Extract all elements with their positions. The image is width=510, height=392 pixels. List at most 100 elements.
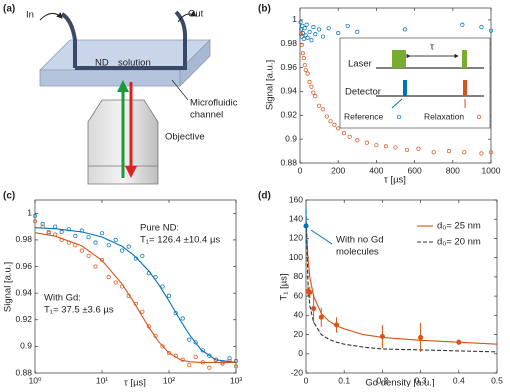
panel-label: (d): [258, 191, 271, 202]
data-point: [53, 224, 58, 229]
data-point: [86, 253, 91, 258]
data-point: [307, 29, 312, 34]
data-point: [298, 32, 304, 37]
data-point: [326, 26, 331, 31]
y-tick-label: 80: [294, 271, 304, 281]
x-tick-label: 1000: [482, 165, 501, 175]
x-axis-label: Gd density [a.u.]: [365, 378, 434, 387]
x-tick-label: 0.3: [415, 375, 427, 385]
y-axis-label: Signal [a.u.]: [265, 60, 276, 110]
annotation: molecules: [336, 247, 379, 258]
data-point: [233, 364, 239, 369]
y-tick-label: 1: [27, 208, 32, 218]
data-point: [93, 264, 98, 269]
data-point: [300, 51, 305, 56]
data-point: [317, 103, 322, 108]
data-point: [298, 20, 303, 25]
sample-label: ND: [95, 58, 109, 69]
inlet-label: In: [26, 10, 34, 21]
data-point: [416, 146, 421, 151]
x-tick-label: 10³: [230, 375, 242, 385]
panel-label: (a): [3, 4, 15, 15]
x-axis-label: τ [µs]: [384, 175, 406, 186]
data-point: [93, 240, 98, 245]
data-point: [46, 229, 51, 234]
outlet-label: Out: [188, 9, 204, 20]
data-point: [193, 340, 198, 345]
data-point: [140, 253, 145, 258]
x-tick-label: 400: [369, 165, 383, 175]
pointer: [391, 98, 403, 109]
y-tick-label: 0: [298, 348, 303, 358]
y-tick-label: 60: [294, 290, 304, 300]
y-tick-label: 0.92: [15, 314, 32, 324]
data-point: [304, 22, 309, 27]
emission-arrow: [125, 166, 137, 178]
x-tick-label: 0.1: [338, 375, 350, 385]
data-point: [59, 229, 64, 234]
objective-label: Objective: [165, 132, 205, 143]
y-axis-label: T₁ [µs]: [279, 273, 290, 300]
x-tick-label: 800: [446, 165, 460, 175]
data-point: [303, 67, 308, 73]
x-tick-label: 600: [408, 165, 422, 175]
data-point: [379, 333, 385, 340]
y-tick-label: 0.96: [280, 62, 297, 72]
data-point: [355, 138, 360, 143]
data-point: [299, 34, 304, 39]
y-tick-label: 0.94: [280, 86, 297, 96]
outlet-arrow: [177, 10, 197, 23]
annotation: With Gd:: [44, 293, 81, 304]
data-point: [402, 27, 408, 32]
reference-window: [403, 80, 407, 96]
plot-frame: [305, 199, 498, 374]
x-tick-label: 0: [304, 375, 309, 385]
panel-label: (c): [3, 191, 15, 202]
data-point: [320, 34, 325, 39]
data-point: [79, 248, 84, 253]
x-tick-label: 0: [298, 165, 303, 175]
inset-label: Laser: [348, 59, 372, 70]
data-point: [488, 28, 494, 33]
data-point: [113, 237, 118, 242]
inlet-arrow: [39, 12, 63, 21]
data-point: [166, 350, 172, 356]
data-point: [207, 365, 212, 370]
x-tick-label: 0.2: [376, 375, 388, 385]
data-point: [309, 84, 314, 89]
y-axis-label: Signal [a.u.]: [3, 262, 14, 312]
data-point: [305, 35, 310, 40]
annotation: With no Gd: [336, 235, 384, 246]
x-tick-label: 10⁰: [29, 375, 42, 385]
data-point: [460, 22, 465, 27]
data-point: [404, 147, 410, 152]
data-point: [99, 257, 105, 262]
data-point: [120, 248, 125, 253]
laser-pulse: [462, 50, 467, 68]
data-point: [324, 114, 329, 119]
annotation: T₁= 126.4 ±10.4 µs: [140, 235, 220, 246]
y-tick-label: 0.92: [280, 110, 297, 120]
y-tick-label: 40: [294, 310, 304, 320]
data-point: [383, 144, 389, 149]
data-point: [311, 25, 316, 30]
data-point: [166, 293, 172, 298]
x-tick-label: 10²: [163, 375, 175, 385]
data-point: [456, 339, 462, 345]
data-point: [301, 36, 306, 42]
y-tick-label: 100: [289, 252, 303, 262]
inset: Laser Detector τ Reference Relaxation: [339, 37, 491, 129]
x-tick-label: 0.4: [453, 375, 465, 385]
channel-label: Microfluidic: [190, 98, 238, 109]
data-point: [318, 314, 324, 320]
y-tick-label: 0.9: [20, 341, 32, 351]
data-point: [313, 32, 318, 37]
laser-pulse: [392, 50, 406, 68]
data-point: [328, 119, 333, 124]
data-point: [334, 322, 340, 328]
data-point: [140, 309, 145, 314]
data-point: [303, 223, 309, 229]
plot-frame: [299, 7, 492, 164]
data-point: [307, 79, 312, 84]
